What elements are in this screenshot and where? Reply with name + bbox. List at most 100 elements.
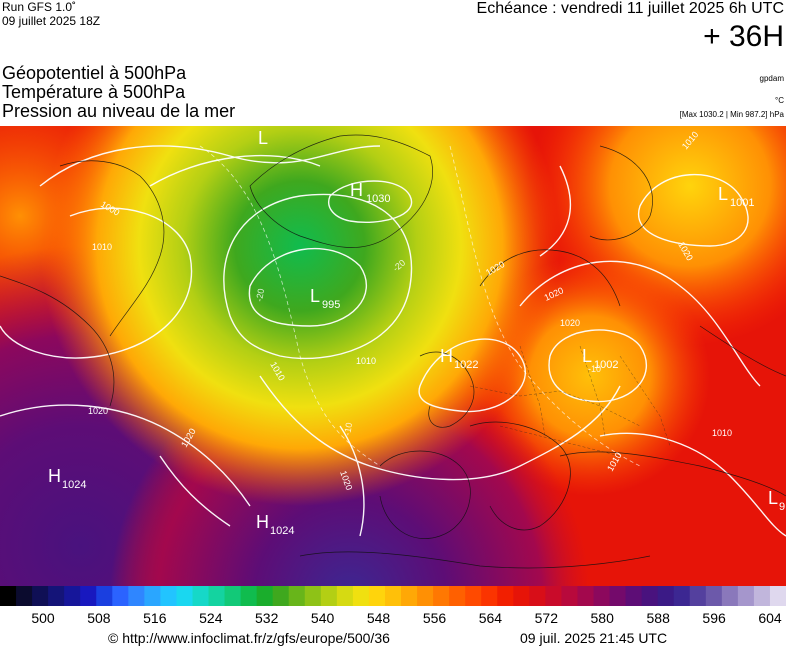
colorscale-swatch (705, 586, 723, 606)
colorscale-tick-label: 540 (310, 610, 335, 626)
colorscale-swatch (769, 586, 786, 606)
colorscale-swatch (96, 586, 113, 606)
isobar-label: 1020 (560, 318, 580, 328)
colorscale-swatch (673, 586, 691, 606)
colorscale-swatch (384, 586, 402, 606)
colorscale-tick-label: 532 (255, 610, 279, 626)
colorscale-swatch (48, 586, 65, 606)
colorscale-tick-label: 508 (87, 610, 111, 626)
pressure-center: L (258, 128, 268, 148)
colorscale-bar (0, 586, 786, 606)
title-pressure: Pression au niveau de la mer (2, 101, 236, 121)
center-value: 1024 (62, 479, 86, 491)
colorscale-swatch (224, 586, 242, 606)
colorscale-swatch (721, 586, 739, 606)
center-value: 995 (322, 299, 340, 311)
colorscale-tick-label: 596 (702, 610, 726, 626)
colorscale-swatch (545, 586, 562, 606)
isotherm-label: -20 (254, 288, 266, 303)
colorscale-swatch (625, 586, 643, 606)
pressure-center: H 1022 (440, 346, 478, 371)
colorscale-swatch (208, 586, 226, 606)
colorscale-swatch (689, 586, 707, 606)
pressure-center: L 995 (310, 286, 340, 311)
colorscale-swatch (192, 586, 210, 606)
copyright-link[interactable]: © http://www.infoclimat.fr/z/gfs/europe/… (108, 630, 390, 646)
colorscale-swatch (64, 586, 81, 606)
colorscale-tick-label: 500 (31, 610, 55, 626)
unit-geopotential: gpdam (759, 74, 784, 83)
pressure-center: L 9 (768, 488, 785, 513)
colorscale-swatch (561, 586, 578, 606)
colorscale-swatch (609, 586, 627, 606)
center-value: 1001 (730, 197, 754, 209)
colorscale-tick-label: 548 (366, 610, 391, 626)
colorscale-swatch (737, 586, 755, 606)
colorscale-swatch (320, 586, 338, 606)
center-value: 1030 (366, 193, 390, 205)
run-label: Run GFS 1.0˚ (2, 0, 77, 14)
isotherm-label: -10 (588, 364, 601, 374)
colorscale-swatch (0, 586, 17, 606)
colorscale-swatch (497, 586, 514, 606)
colorscale-swatch (144, 586, 161, 606)
unit-temperature: °C (775, 96, 784, 105)
center-value: 1002 (594, 359, 618, 371)
pressure-center: H 1030 (350, 180, 390, 205)
pressure-center: H 1024 (48, 466, 86, 491)
colorscale-swatch (449, 586, 466, 606)
center-letter: H (440, 346, 453, 366)
colorscale-labels: 500 508 516 524 532 540 548 556 564 572 580 588 596 6… (0, 606, 786, 628)
colorscale-swatch (577, 586, 595, 606)
colorscale-swatch (368, 586, 386, 606)
colorscale-swatch (288, 586, 306, 606)
colorscale-tick-label: 604 (758, 610, 782, 626)
echeance-label: Echéance : vendredi 11 juillet 2025 6h U… (476, 0, 784, 17)
center-letter: H (48, 466, 61, 486)
colorscale-swatch (272, 586, 290, 606)
center-letter: H (256, 512, 269, 532)
center-letter: L (310, 286, 320, 306)
country-borders (469, 345, 671, 457)
pressure-center: L 1002 (582, 346, 618, 371)
colorscale-swatch (128, 586, 145, 606)
isobar-label: 1010 (712, 428, 732, 438)
isobar-label: 1020 (88, 406, 108, 416)
colorscale-swatch (160, 586, 177, 606)
colorscale-tick-label: 572 (534, 610, 558, 626)
colorscale-tick-label: 588 (646, 610, 670, 626)
colorscale-swatch (336, 586, 354, 606)
colorscale-swatch (433, 586, 450, 606)
colorscale-swatch (657, 586, 675, 606)
colorscale-tick-label: 564 (478, 610, 503, 626)
colorscale-swatch (417, 586, 434, 606)
colorscale-tick-label: 516 (143, 610, 167, 626)
colorscale-tick-label: 524 (199, 610, 223, 626)
colorscale-swatch (513, 586, 530, 606)
lead-time: + 36H (703, 20, 784, 53)
isobar-label: 1010 (356, 356, 376, 366)
colorscale-swatch (16, 586, 33, 606)
colorscale-swatch (352, 586, 370, 606)
pressure-center: H 1024 (256, 512, 294, 537)
colorscale-swatch (481, 586, 498, 606)
pressure-center-labels: L H 1030 L 995 L 1001 H 1022 L 1002 H 10… (48, 128, 785, 537)
center-value: 1022 (454, 359, 478, 371)
center-letter: L (582, 346, 592, 366)
isobar-label: 1010 (92, 242, 112, 252)
title-temperature: Température à 500hPa (2, 82, 186, 102)
colorscale-swatch (112, 586, 129, 606)
colorscale-tick-label: 580 (590, 610, 614, 626)
colorscale-tick-label: 556 (422, 610, 447, 626)
weather-map[interactable]: L H 1030 L 995 L 1001 H 1022 L 1002 H 10… (0, 126, 786, 586)
center-value: 9 (779, 501, 785, 513)
colorscale-swatch (80, 586, 97, 606)
colorscale-swatch (593, 586, 611, 606)
colorscale-swatch (256, 586, 274, 606)
colorscale-swatch (304, 586, 322, 606)
temperature-isotherms (199, 145, 641, 467)
isotherm-value-labels: -20 -20 -10 -10 (254, 258, 601, 437)
colorscale-swatch (240, 586, 258, 606)
pressure-center: L 1001 (718, 184, 754, 209)
center-letter: L (768, 488, 778, 508)
